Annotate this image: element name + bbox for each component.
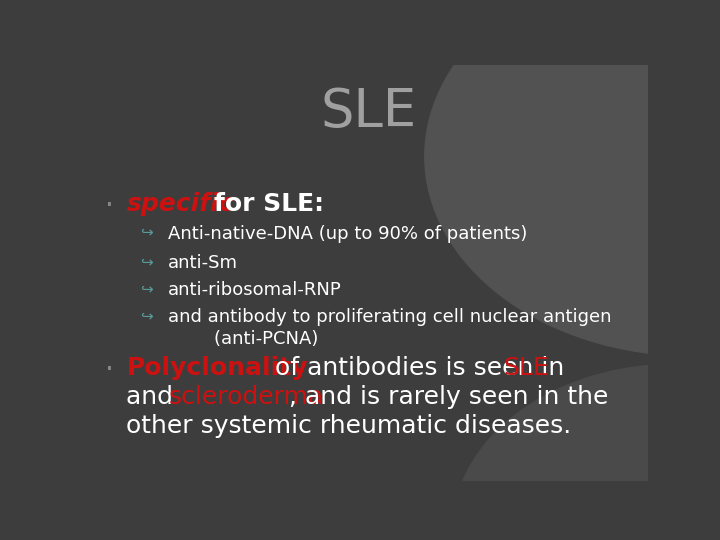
Text: specific: specific bbox=[126, 192, 234, 215]
Text: anti-ribosomal-RNP: anti-ribosomal-RNP bbox=[168, 281, 342, 299]
Circle shape bbox=[425, 0, 720, 356]
Text: and antibody to proliferating cell nuclear antigen
        (anti-PCNA): and antibody to proliferating cell nucle… bbox=[168, 308, 611, 348]
Text: , and is rarely seen in the: , and is rarely seen in the bbox=[289, 385, 608, 409]
Text: of antibodies is seen in: of antibodies is seen in bbox=[267, 356, 572, 380]
Text: ·: · bbox=[105, 356, 114, 384]
Text: Anti-native-DNA (up to 90% of patients): Anti-native-DNA (up to 90% of patients) bbox=[168, 225, 528, 243]
Text: SLE: SLE bbox=[321, 85, 417, 138]
Text: specific: specific bbox=[126, 192, 234, 215]
Text: scleroderma: scleroderma bbox=[169, 385, 324, 409]
Text: Polyclonality: Polyclonality bbox=[126, 356, 307, 380]
Text: ↪: ↪ bbox=[140, 254, 153, 269]
Text: SLE: SLE bbox=[503, 356, 549, 380]
Text: ·: · bbox=[105, 192, 114, 220]
Text: other systemic rheumatic diseases.: other systemic rheumatic diseases. bbox=[126, 414, 572, 438]
Text: and: and bbox=[126, 385, 181, 409]
Text: ↪: ↪ bbox=[140, 308, 153, 323]
Text: anti-Sm: anti-Sm bbox=[168, 254, 238, 272]
Text: ↪: ↪ bbox=[140, 281, 153, 296]
Text: ↪: ↪ bbox=[140, 225, 153, 240]
Text: for SLE:: for SLE: bbox=[214, 192, 324, 215]
Circle shape bbox=[453, 364, 720, 540]
